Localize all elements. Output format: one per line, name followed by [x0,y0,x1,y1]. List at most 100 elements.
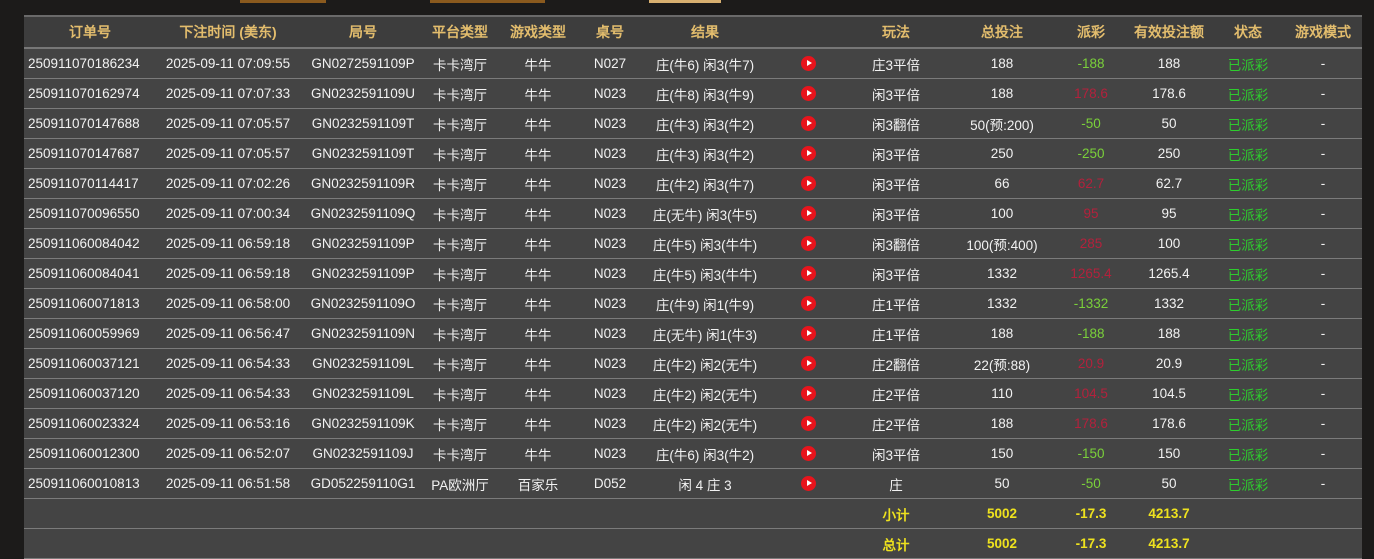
status-cell: 已派彩 [1212,78,1284,109]
play-video-icon[interactable] [800,116,816,132]
subtotal-label: 小计 [844,498,948,529]
status-cell: 已派彩 [1212,408,1284,439]
top-button-2[interactable] [430,0,545,3]
play-cell: 闲3平倍 [844,168,948,199]
round-cell: GN0232591109T [300,108,426,139]
play-cell: 闲3翻倍 [844,228,948,259]
column-header: 结果 [638,15,772,49]
subtotal-valid: 4213.7 [1126,498,1212,529]
bet-cell: 250 [948,138,1056,169]
result-cell: 庄(牛3) 闲3(牛2) [638,108,772,139]
round-cell: GN0232591109L [300,378,426,409]
play-video-icon[interactable] [800,56,816,72]
play-video-icon[interactable] [800,386,816,402]
play-video-icon[interactable] [800,446,816,462]
table-cell: N023 [582,408,638,439]
order-cell: 250911060084041 [24,258,156,289]
time-cell: 2025-09-11 06:54:33 [156,378,300,409]
blank-cell [1212,498,1362,529]
play-cell: 闲3平倍 [844,258,948,289]
top-button-3[interactable] [649,0,721,3]
time-cell: 2025-09-11 06:58:00 [156,288,300,319]
time-cell: 2025-09-11 07:05:57 [156,138,300,169]
table-row: 250911070147688 2025-09-11 07:05:57 GN0232… [24,108,1362,139]
platform-cell: 卡卡湾厅 [426,438,494,469]
valid-cell: 188 [1126,48,1212,79]
platform-cell: 卡卡湾厅 [426,318,494,349]
result-cell: 庄(牛2) 闲2(无牛) [638,378,772,409]
subtotal-row: 小计 5002 -17.3 4213.7 [24,498,1362,529]
play-video-icon[interactable] [800,146,816,162]
table-row: 250911070096550 2025-09-11 07:00:34 GN0232… [24,198,1362,229]
top-button-1[interactable] [240,0,326,3]
table-row: 250911060059969 2025-09-11 06:56:47 GN0232… [24,318,1362,349]
replay-cell [772,438,844,469]
round-cell: GN0232591109Q [300,198,426,229]
column-header: 游戏模式 [1284,15,1362,49]
platform-cell: 卡卡湾厅 [426,378,494,409]
play-video-icon[interactable] [800,236,816,252]
game-cell: 牛牛 [494,318,582,349]
replay-cell [772,468,844,499]
table-row: 250911060037120 2025-09-11 06:54:33 GN0232… [24,378,1362,409]
table-cell: N023 [582,318,638,349]
play-video-icon[interactable] [800,476,816,492]
column-header: 局号 [300,15,426,49]
platform-cell: 卡卡湾厅 [426,198,494,229]
time-cell: 2025-09-11 06:51:58 [156,468,300,499]
play-video-icon[interactable] [800,296,816,312]
table-row: 250911070147687 2025-09-11 07:05:57 GN0232… [24,138,1362,169]
platform-cell: 卡卡湾厅 [426,108,494,139]
result-cell: 庄(牛9) 闲1(牛9) [638,288,772,319]
round-cell: GN0232591109R [300,168,426,199]
table-cell: N023 [582,138,638,169]
payout-cell: 178.6 [1056,78,1126,109]
mode-cell: - [1284,48,1362,79]
play-video-icon[interactable] [800,356,816,372]
valid-cell: 178.6 [1126,408,1212,439]
result-cell: 庄(牛5) 闲3(牛牛) [638,228,772,259]
mode-cell: - [1284,468,1362,499]
table-cell: N023 [582,108,638,139]
play-video-icon[interactable] [800,176,816,192]
play-video-icon[interactable] [800,266,816,282]
play-video-icon[interactable] [800,416,816,432]
status-cell: 已派彩 [1212,288,1284,319]
bet-cell: 50 [948,468,1056,499]
blank-cell [24,498,844,529]
replay-cell [772,198,844,229]
table-row: 250911060012300 2025-09-11 06:52:07 GN0232… [24,438,1362,469]
status-cell: 已派彩 [1212,258,1284,289]
play-video-icon[interactable] [800,206,816,222]
valid-cell: 250 [1126,138,1212,169]
replay-cell [772,78,844,109]
bet-cell: 100(预:400) [948,228,1056,259]
replay-cell [772,138,844,169]
bet-cell: 188 [948,408,1056,439]
bet-cell: 188 [948,48,1056,79]
mode-cell: - [1284,108,1362,139]
replay-cell [772,108,844,139]
replay-cell [772,408,844,439]
play-video-icon[interactable] [800,326,816,342]
platform-cell: 卡卡湾厅 [426,258,494,289]
mode-cell: - [1284,258,1362,289]
valid-cell: 188 [1126,318,1212,349]
table-row: 250911060023324 2025-09-11 06:53:16 GN0232… [24,408,1362,439]
order-cell: 250911060037120 [24,378,156,409]
order-cell: 250911060010813 [24,468,156,499]
play-video-icon[interactable] [800,86,816,102]
round-cell: GN0232591109T [300,138,426,169]
result-cell: 庄(牛6) 闲3(牛7) [638,48,772,79]
bet-cell: 1332 [948,258,1056,289]
mode-cell: - [1284,168,1362,199]
game-cell: 牛牛 [494,198,582,229]
column-header: 状态 [1212,15,1284,49]
platform-cell: 卡卡湾厅 [426,348,494,379]
time-cell: 2025-09-11 06:59:18 [156,228,300,259]
bet-cell: 66 [948,168,1056,199]
play-cell: 闲3平倍 [844,198,948,229]
platform-cell: 卡卡湾厅 [426,138,494,169]
platform-cell: 卡卡湾厅 [426,288,494,319]
play-cell: 庄1平倍 [844,318,948,349]
